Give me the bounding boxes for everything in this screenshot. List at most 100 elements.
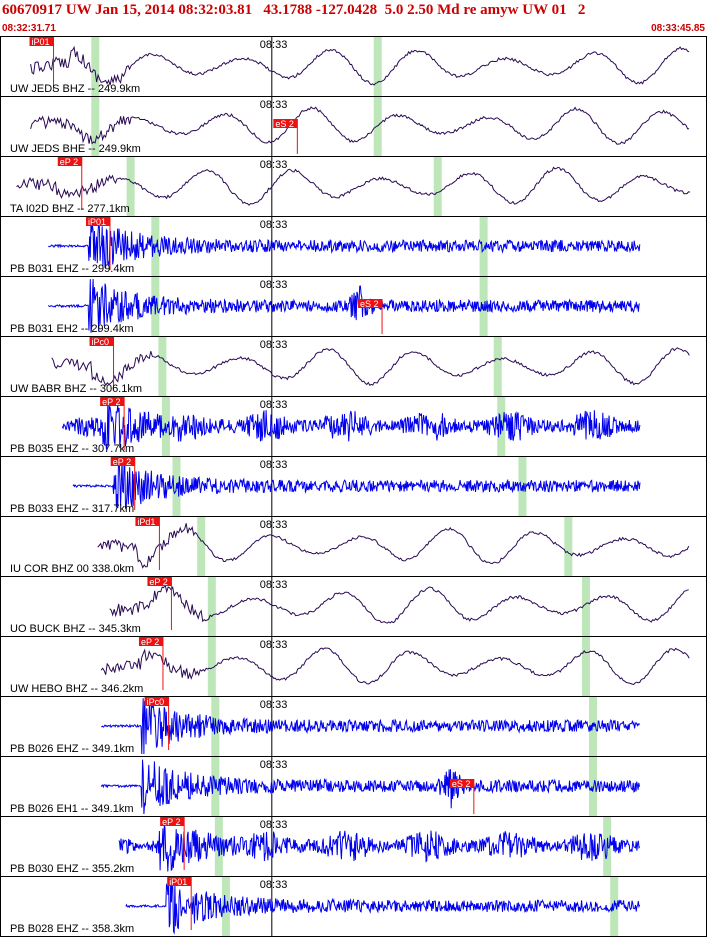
station-label: TA I02D BHZ -- 277.1km [10, 203, 130, 215]
waveform [125, 878, 641, 935]
waveform [97, 523, 690, 569]
s-pick-flag [449, 779, 474, 788]
trace-panel: 08:33 iP01 PB B028 EHZ -- 358.3km [0, 876, 707, 937]
trace-panel: 08:33 eP 2 UO BUCK BHZ -- 345.3km [0, 576, 707, 637]
event-header: 60670917 UW Jan 15, 2014 08:32:03.81 43.… [2, 2, 586, 18]
station-label: PB B035 EHZ -- 307.7km [10, 443, 134, 455]
s-pick-label: eS 2 [275, 119, 294, 129]
minute-label: 08:33 [260, 639, 288, 651]
minute-label: 08:33 [260, 39, 288, 51]
minute-label: 08:33 [260, 819, 288, 831]
p-pick-label: iP01 [32, 37, 50, 47]
minute-label: 08:33 [260, 579, 288, 591]
minute-label: 08:33 [260, 399, 288, 411]
phase-window-marker [564, 517, 573, 576]
station-label: PB B026 EH1 -- 349.1km [10, 803, 134, 815]
phase-window-marker [581, 637, 590, 696]
station-label: UW HEBO BHZ -- 346.2km [10, 683, 143, 695]
p-pick-flag [144, 697, 169, 706]
waveform [72, 458, 641, 510]
p-pick-flag [147, 577, 172, 586]
station-label: PB B026 EHZ -- 349.1km [10, 743, 134, 755]
s-pick-label: eS 2 [360, 299, 379, 309]
p-pick-label: iPd1 [137, 517, 155, 527]
station-label: UW BABR BHZ -- 306.1km [10, 383, 142, 395]
station-label: PB B031 EH2 -- 299.4km [10, 323, 134, 335]
waveform [30, 45, 690, 86]
trace-panel: 08:33 eS 2 PB B026 EH1 -- 349.1km [0, 756, 707, 817]
phase-window-marker [493, 337, 502, 396]
p-pick-label: eP 2 [141, 637, 159, 647]
phase-window-marker [207, 637, 216, 696]
trace-panel: 08:33 eP 2 PB B030 EHZ -- 355.2km [0, 816, 707, 877]
p-pick-label: iP01 [88, 217, 106, 227]
station-label: UO BUCK BHZ -- 345.3km [10, 623, 141, 635]
phase-window-marker [589, 757, 598, 816]
minute-label: 08:33 [260, 159, 288, 171]
s-pick-label: eS 2 [452, 779, 471, 789]
station-label: PB B028 EHZ -- 358.3km [10, 923, 134, 935]
minute-label: 08:33 [260, 879, 288, 891]
waveform [100, 647, 690, 686]
window-end-time: 08:33:45.85 [651, 23, 705, 34]
phase-window-marker [479, 217, 488, 276]
waveform [47, 278, 640, 333]
phase-window-marker [197, 517, 206, 576]
minute-label: 08:33 [260, 519, 288, 531]
p-pick-flag [167, 877, 192, 886]
p-pick-flag [29, 37, 54, 46]
trace-panel: 08:33 eP 2 PB B033 EHZ -- 317.7km [0, 456, 707, 517]
station-label: PB B030 EHZ -- 355.2km [10, 863, 134, 875]
phase-window-marker [158, 337, 167, 396]
p-pick-flag [86, 217, 111, 226]
p-pick-flag [138, 637, 163, 646]
s-pick-flag [358, 299, 383, 308]
p-pick-label: eP 2 [162, 817, 180, 827]
waveform [61, 398, 641, 450]
minute-label: 08:33 [260, 699, 288, 711]
minute-label: 08:33 [260, 759, 288, 771]
trace-panel: 08:33 iPd1 IU COR BHZ 00 338.0km [0, 516, 707, 577]
p-pick-label: eP 2 [60, 157, 78, 167]
phase-window-marker [433, 157, 442, 216]
phase-window-marker [126, 157, 135, 216]
trace-panel: 08:33 iPc0 PB B026 EHZ -- 349.1km [0, 696, 707, 757]
trace-panel: 08:33 eP 2 TA I02D BHZ -- 277.1km [0, 156, 707, 217]
p-pick-flag [110, 457, 135, 466]
phase-window-marker [91, 97, 100, 156]
minute-label: 08:33 [260, 339, 288, 351]
p-pick-flag [89, 337, 114, 346]
minute-label: 08:33 [260, 459, 288, 471]
station-label: UW JEDS BHE -- 249.9km [10, 143, 141, 155]
panel-border [0, 876, 707, 937]
waveform [51, 347, 690, 387]
trace-panel: 08:33 iP01 PB B031 EHZ -- 299.4km [0, 216, 707, 277]
minute-label: 08:33 [260, 99, 288, 111]
trace-panel: 08:33 iP01 UW JEDS BHZ -- 249.9km [0, 36, 707, 97]
p-pick-label: eP 2 [149, 577, 167, 587]
p-pick-flag [160, 817, 185, 826]
station-label: IU COR BHZ 00 338.0km [10, 563, 134, 575]
trace-panel: 08:33 eP 2 UW HEBO BHZ -- 346.2km [0, 636, 707, 697]
seismogram-panel[interactable]: 08:33 iP01 UW JEDS BHZ -- 249.9km 08:33 eS 2… [0, 36, 708, 938]
phase-window-marker [581, 577, 590, 636]
trace-panel: 08:33 eS 2 PB B031 EH2 -- 299.4km [0, 276, 707, 337]
p-pick-flag [57, 157, 82, 166]
waveform [100, 759, 640, 815]
s-pick-flag [273, 119, 298, 128]
p-pick-label: iP01 [169, 877, 187, 887]
waveform [101, 698, 640, 755]
window-start-time: 08:32:31.71 [2, 23, 56, 34]
minute-label: 08:33 [260, 279, 288, 291]
p-pick-label: iPc0 [92, 337, 110, 347]
waveform [30, 106, 690, 145]
p-pick-label: eP 2 [102, 397, 120, 407]
phase-window-marker [373, 37, 382, 96]
phase-window-marker [373, 97, 382, 156]
waveform [109, 583, 689, 624]
trace-panel: 08:33 eS 2 UW JEDS BHE -- 249.9km [0, 96, 707, 157]
p-pick-flag [135, 517, 160, 526]
waveform [16, 166, 691, 206]
phase-window-marker [207, 577, 216, 636]
trace-panel: 08:33 eP 2 PB B035 EHZ -- 307.7km [0, 396, 707, 457]
